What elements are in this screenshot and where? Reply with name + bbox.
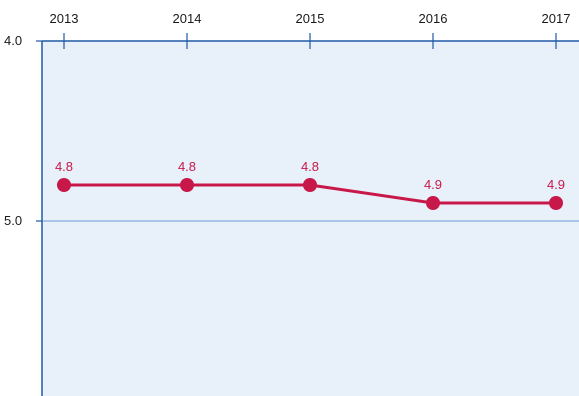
plot-area [42, 41, 579, 396]
data-label: 4.9 [547, 177, 565, 192]
data-point [426, 196, 440, 210]
y-tick-label: 4.0 [4, 33, 22, 48]
data-labels: 4.8 4.8 4.8 4.9 4.9 [55, 159, 565, 192]
x-tick-label: 2013 [50, 11, 79, 26]
data-point [303, 178, 317, 192]
y-tick-label: 6.0 [4, 393, 22, 396]
data-label: 4.8 [178, 159, 196, 174]
x-tick-label: 2016 [419, 11, 448, 26]
x-tick-label: 2015 [296, 11, 325, 26]
y-axis-ticks: 4.0 5.0 6.0 [4, 33, 42, 396]
data-points [57, 178, 563, 210]
data-label: 4.9 [424, 177, 442, 192]
data-label: 4.8 [55, 159, 73, 174]
data-point [180, 178, 194, 192]
x-tick-label: 2014 [173, 11, 202, 26]
x-tick-label: 2017 [542, 11, 571, 26]
data-label: 4.8 [301, 159, 319, 174]
data-point [57, 178, 71, 192]
x-axis-ticks: 2013 2014 2015 2016 2017 [50, 11, 571, 49]
data-point [549, 196, 563, 210]
y-tick-label: 5.0 [4, 213, 22, 228]
